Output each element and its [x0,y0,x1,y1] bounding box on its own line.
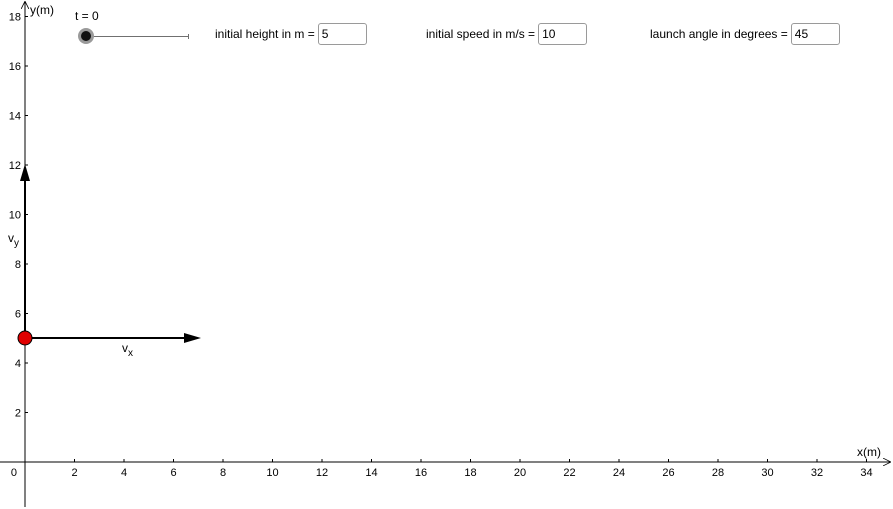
initial-height-field: initial height in m = [215,23,367,45]
y-tick-label: 12 [9,160,21,172]
vy-vector [20,164,30,338]
y-axis-label: y(m) [30,3,54,17]
initial-speed-label: initial speed in m/s = [426,27,536,41]
initial-height-input[interactable] [317,23,367,45]
x-tick-label: 30 [761,467,773,479]
x-tick-label: 32 [811,467,823,479]
y-tick-label: 16 [9,61,21,73]
x-tick-label: 8 [220,467,226,479]
y-tick-label: 8 [15,259,21,271]
x-axis: 0 2 4 6 8 10 12 14 16 18 20 22 24 26 28 30 32 34 x(m) [0,445,890,479]
initial-speed-field: initial speed in m/s = [426,23,588,45]
y-tick-label: 14 [9,111,21,123]
x-tick-label: 24 [613,467,625,479]
launch-angle-label: launch angle in degrees = [650,27,788,41]
y-axis: 2 4 6 8 10 12 14 16 18 y(m) [9,2,54,507]
x-tick-label: 0 [11,467,17,479]
y-tick-label: 4 [15,358,21,370]
initial-height-label: initial height in m = [215,27,315,41]
initial-speed-input[interactable] [538,23,588,45]
x-tick-label: 34 [860,467,872,479]
x-tick-label: 26 [662,467,674,479]
y-tick-label: 18 [9,12,21,24]
vx-label: vx [122,341,133,359]
y-tick-label: 2 [15,408,21,420]
x-tick-label: 16 [415,467,427,479]
x-tick-label: 12 [316,467,328,479]
vx-vector [25,333,201,343]
x-tick-label: 22 [563,467,575,479]
x-tick-label: 18 [464,467,476,479]
time-slider-caption: t = 0 [75,9,99,23]
time-slider-knob[interactable] [78,28,94,44]
time-slider-track[interactable] [86,34,189,39]
y-tick-label: 6 [15,309,21,321]
vy-label: vy [8,231,19,249]
launch-angle-input[interactable] [790,23,840,45]
x-tick-label: 2 [71,467,77,479]
x-tick-label: 10 [266,467,278,479]
x-axis-label: x(m) [857,445,881,459]
x-tick-label: 4 [121,467,127,479]
x-tick-label: 6 [170,467,176,479]
x-tick-label: 28 [712,467,724,479]
launch-angle-field: launch angle in degrees = [650,23,840,45]
y-tick-label: 10 [9,210,21,222]
x-tick-label: 14 [365,467,377,479]
x-tick-label: 20 [514,467,526,479]
projectile-ball[interactable] [17,330,33,346]
